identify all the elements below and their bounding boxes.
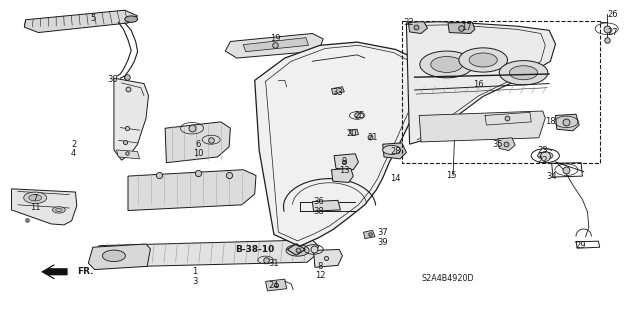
Polygon shape bbox=[312, 200, 340, 211]
Circle shape bbox=[286, 245, 309, 256]
Circle shape bbox=[420, 51, 474, 78]
Text: 11: 11 bbox=[30, 203, 40, 212]
Polygon shape bbox=[93, 240, 319, 267]
Text: 39: 39 bbox=[378, 238, 388, 247]
Text: 1: 1 bbox=[193, 267, 198, 276]
Polygon shape bbox=[128, 170, 256, 211]
Polygon shape bbox=[406, 22, 556, 144]
Circle shape bbox=[499, 61, 548, 85]
Text: 3: 3 bbox=[193, 277, 198, 286]
Circle shape bbox=[102, 250, 125, 262]
Circle shape bbox=[125, 16, 138, 22]
Text: 12: 12 bbox=[315, 271, 325, 280]
Polygon shape bbox=[332, 168, 353, 182]
Polygon shape bbox=[12, 189, 77, 225]
Circle shape bbox=[509, 66, 538, 80]
Polygon shape bbox=[332, 87, 344, 94]
Text: 37: 37 bbox=[378, 228, 388, 237]
Circle shape bbox=[24, 192, 47, 204]
Text: 26: 26 bbox=[608, 10, 618, 19]
Polygon shape bbox=[364, 230, 375, 239]
Text: 24: 24 bbox=[269, 281, 279, 290]
Polygon shape bbox=[266, 279, 287, 291]
Circle shape bbox=[383, 145, 401, 154]
Polygon shape bbox=[24, 10, 138, 33]
Polygon shape bbox=[314, 249, 342, 267]
Polygon shape bbox=[124, 76, 129, 78]
Polygon shape bbox=[165, 122, 230, 163]
Polygon shape bbox=[225, 33, 323, 58]
Polygon shape bbox=[114, 78, 148, 160]
Text: 35: 35 bbox=[493, 140, 503, 149]
Text: 9: 9 bbox=[342, 157, 347, 166]
Text: 31: 31 bbox=[269, 259, 279, 268]
Text: 13: 13 bbox=[339, 166, 349, 175]
Circle shape bbox=[469, 53, 497, 67]
Circle shape bbox=[538, 152, 553, 160]
Circle shape bbox=[459, 48, 508, 72]
Text: 5: 5 bbox=[90, 14, 95, 23]
Polygon shape bbox=[334, 154, 358, 170]
Text: 34: 34 bbox=[547, 172, 557, 181]
Text: FR.: FR. bbox=[77, 267, 93, 276]
Text: 25: 25 bbox=[355, 111, 365, 120]
Polygon shape bbox=[349, 129, 358, 136]
Polygon shape bbox=[116, 150, 140, 159]
Text: 14: 14 bbox=[390, 174, 401, 183]
Text: B-38-10: B-38-10 bbox=[236, 245, 275, 254]
Text: 27: 27 bbox=[608, 28, 618, 37]
Text: 2: 2 bbox=[71, 140, 76, 149]
Text: 8: 8 bbox=[317, 262, 323, 271]
Circle shape bbox=[431, 56, 463, 72]
Polygon shape bbox=[419, 111, 545, 142]
Text: 15: 15 bbox=[446, 171, 456, 180]
Text: S2A4B4920D: S2A4B4920D bbox=[421, 274, 474, 283]
Text: 16: 16 bbox=[474, 80, 484, 89]
Text: 22: 22 bbox=[538, 156, 548, 165]
Text: 38: 38 bbox=[314, 207, 324, 216]
Text: 28: 28 bbox=[390, 147, 401, 156]
Circle shape bbox=[56, 208, 62, 211]
Text: 17: 17 bbox=[461, 23, 471, 32]
Polygon shape bbox=[42, 265, 67, 279]
Polygon shape bbox=[498, 138, 515, 151]
Text: 30: 30 bbox=[108, 75, 118, 84]
Polygon shape bbox=[243, 38, 308, 52]
Text: 21: 21 bbox=[367, 133, 378, 142]
Text: 23: 23 bbox=[538, 146, 548, 155]
Polygon shape bbox=[448, 22, 475, 33]
Polygon shape bbox=[255, 42, 428, 246]
Text: 18: 18 bbox=[545, 117, 556, 126]
Text: 32: 32 bbox=[403, 19, 413, 27]
Text: 4: 4 bbox=[71, 149, 76, 158]
Text: 10: 10 bbox=[193, 149, 204, 158]
Text: 36: 36 bbox=[314, 197, 324, 206]
Polygon shape bbox=[556, 114, 579, 131]
Circle shape bbox=[52, 207, 65, 213]
Polygon shape bbox=[408, 22, 428, 33]
Text: 7: 7 bbox=[33, 194, 38, 203]
Polygon shape bbox=[383, 143, 406, 159]
Text: 29: 29 bbox=[576, 241, 586, 250]
Polygon shape bbox=[88, 244, 150, 270]
Text: 6: 6 bbox=[196, 140, 201, 149]
Text: 19: 19 bbox=[270, 34, 280, 43]
Text: 33: 33 bbox=[333, 88, 343, 97]
Text: 20: 20 bbox=[347, 129, 357, 138]
Circle shape bbox=[29, 195, 42, 201]
